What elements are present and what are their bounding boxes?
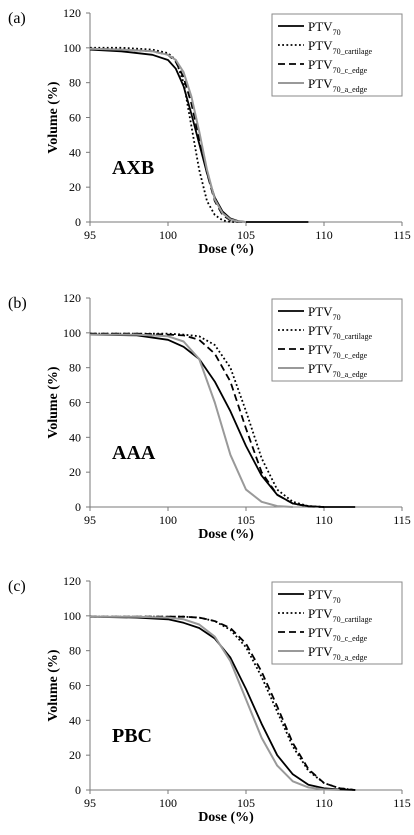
y-tick-label: 40: [69, 430, 81, 444]
y-tick-label: 60: [69, 111, 81, 125]
panel-label: (a): [8, 10, 26, 27]
series-line-ptv70-a-edge: [89, 47, 247, 223]
series-line-ptv70-c-edge: [90, 615, 356, 791]
panel-label: (b): [8, 295, 27, 312]
series-line-ptv70-c-edge: [90, 332, 325, 508]
legend-entry: PTV70_a_edge: [308, 644, 368, 662]
x-tick-label: 95: [84, 796, 96, 810]
legend-entry: PTV70_cartilage: [308, 38, 373, 56]
y-tick-label: 120: [63, 291, 81, 305]
y-tick-label: 60: [69, 396, 81, 410]
y-tick-label: 80: [69, 76, 81, 90]
y-tick-label: 80: [69, 644, 81, 658]
y-tick-label: 120: [63, 574, 81, 588]
x-tick-label: 115: [393, 228, 411, 242]
y-tick-label: 40: [69, 145, 81, 159]
x-tick-label: 110: [315, 513, 333, 527]
legend-entry: PTV70: [308, 587, 341, 605]
y-tick-label: 20: [69, 748, 81, 762]
series-line-ptv70-c-edge: [89, 47, 246, 223]
y-tick-label: 0: [75, 500, 81, 514]
y-axis-title: Volume (%): [46, 366, 61, 439]
series-line-ptv70-a-edge: [90, 333, 293, 508]
x-tick-label: 110: [315, 796, 333, 810]
y-axis-title: Volume (%): [46, 81, 61, 154]
y-tick-label: 20: [69, 180, 81, 194]
x-tick-label: 95: [84, 228, 96, 242]
legend-entry: PTV70_a_edge: [308, 76, 368, 94]
x-tick-label: 100: [159, 228, 177, 242]
x-axis-title: Dose (%): [198, 242, 254, 257]
x-tick-label: 105: [237, 228, 255, 242]
legend-entry: PTV70_cartilage: [308, 606, 373, 624]
legend-entry: PTV70_cartilage: [308, 323, 373, 341]
y-axis-title: Volume (%): [46, 649, 61, 722]
x-tick-label: 105: [237, 513, 255, 527]
y-tick-label: 0: [75, 215, 81, 229]
legend-entry: PTV70_c_edge: [308, 342, 368, 360]
y-tick-label: 80: [69, 361, 81, 375]
legend-entry: PTV70_c_edge: [308, 57, 368, 75]
y-tick-label: 120: [63, 6, 81, 20]
chart-panel-1: (a) 0 20 40 60 80 100 120 95 100 105 110 115 Dose (%)…: [8, 6, 411, 257]
y-tick-label: 20: [69, 465, 81, 479]
y-tick-label: 100: [63, 41, 81, 55]
panel-label: (c): [8, 578, 26, 595]
y-tick-label: 100: [63, 326, 81, 340]
y-tick-label: 0: [75, 783, 81, 797]
x-tick-label: 115: [393, 796, 411, 810]
x-axis-title: Dose (%): [198, 810, 254, 825]
x-tick-label: 115: [393, 513, 411, 527]
method-annotation: AAA: [112, 442, 156, 464]
x-axis-title: Dose (%): [198, 527, 254, 542]
x-tick-label: 105: [237, 796, 255, 810]
series-line-ptv70-cartilage: [90, 46, 246, 223]
y-tick-label: 40: [69, 713, 81, 727]
method-annotation: PBC: [112, 725, 152, 747]
y-tick-label: 100: [63, 609, 81, 623]
series-line-ptv70-a-edge: [90, 615, 340, 791]
x-tick-label: 95: [84, 513, 96, 527]
y-tick-label: 60: [69, 679, 81, 693]
chart-panel-2: (b) 0 20 40 60 80 100 120 95 100 105 110 115 Dose (%)…: [8, 291, 411, 542]
method-annotation: AXB: [112, 157, 154, 179]
x-tick-label: 100: [159, 513, 177, 527]
x-tick-label: 110: [315, 228, 333, 242]
x-tick-label: 100: [159, 796, 177, 810]
legend-entry: PTV70: [308, 19, 341, 37]
legend-entry: PTV70_a_edge: [308, 361, 368, 379]
series-line-ptv70: [89, 615, 356, 791]
legend-entry: PTV70_c_edge: [308, 625, 368, 643]
legend-entry: PTV70: [308, 304, 341, 322]
chart-panel-3: (c) 0 20 40 60 80 100 120 95 100 105 110 115 Dose (%)…: [8, 574, 411, 825]
